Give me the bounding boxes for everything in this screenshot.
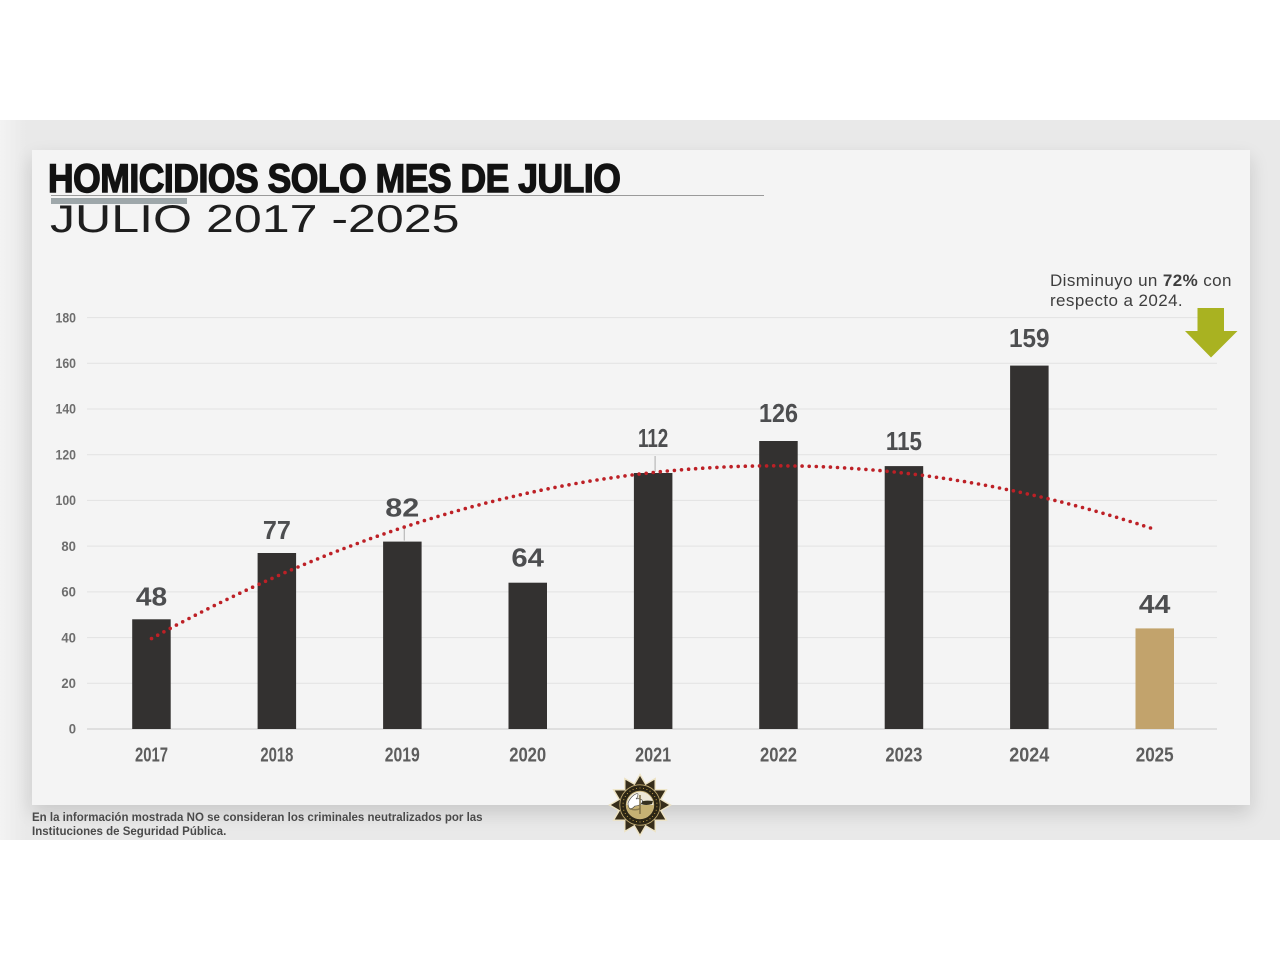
svg-text:60: 60: [61, 585, 76, 600]
svg-text:2017: 2017: [135, 745, 168, 767]
svg-text:77: 77: [263, 515, 291, 545]
svg-text:160: 160: [56, 356, 77, 371]
svg-text:80: 80: [61, 539, 76, 554]
svg-text:48: 48: [136, 581, 167, 611]
svg-text:0: 0: [69, 722, 76, 737]
svg-text:2020: 2020: [509, 745, 546, 767]
svg-text:180: 180: [56, 310, 77, 325]
svg-text:2021: 2021: [635, 745, 671, 767]
svg-text:115: 115: [886, 426, 922, 456]
svg-text:2022: 2022: [760, 745, 797, 767]
svg-text:44: 44: [1139, 589, 1171, 619]
svg-text:82: 82: [385, 493, 419, 523]
svg-text:120: 120: [56, 447, 77, 462]
svg-text:40: 40: [61, 630, 76, 645]
svg-text:2024: 2024: [1009, 745, 1050, 767]
svg-text:159: 159: [1009, 323, 1050, 353]
svg-text:2023: 2023: [885, 745, 922, 767]
svg-text:2019: 2019: [385, 745, 420, 767]
svg-text:126: 126: [759, 398, 798, 428]
svg-text:140: 140: [56, 402, 77, 417]
svg-text:2025: 2025: [1136, 745, 1174, 767]
svg-text:20: 20: [61, 676, 76, 691]
svg-text:112: 112: [638, 423, 668, 453]
svg-text:64: 64: [511, 543, 544, 573]
svg-text:100: 100: [56, 493, 77, 508]
svg-text:2018: 2018: [260, 745, 293, 767]
